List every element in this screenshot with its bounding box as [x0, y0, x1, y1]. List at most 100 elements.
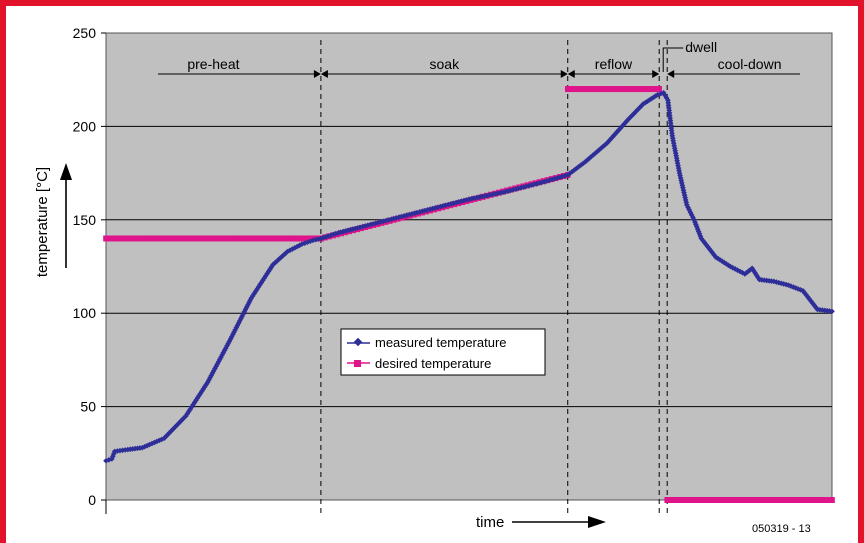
phase-arrow-head	[560, 70, 568, 78]
desired-point	[212, 235, 219, 242]
desired-point	[301, 235, 307, 242]
plot-area	[105, 32, 833, 501]
desired-point	[698, 497, 704, 503]
desired-point	[284, 235, 290, 242]
desired-point	[145, 235, 151, 242]
desired-point	[254, 235, 261, 242]
desired-point	[128, 235, 135, 242]
desired-point	[598, 86, 604, 93]
desired-point	[225, 235, 231, 242]
desired-point	[305, 235, 312, 242]
desired-segment	[564, 86, 663, 93]
desired-point	[187, 235, 194, 242]
measured-series	[103, 89, 835, 464]
y-tick-label: 150	[73, 212, 97, 228]
phase-label-reflow: reflow	[595, 56, 633, 72]
desired-point	[153, 235, 160, 242]
desired-point	[672, 497, 679, 503]
desired-point	[631, 86, 638, 93]
desired-point	[744, 497, 751, 503]
x-axis-arrow-head	[588, 516, 606, 528]
desired-point	[170, 235, 177, 242]
desired-point	[271, 235, 278, 242]
desired-point	[297, 235, 303, 242]
y-axis-ticks: 0 50 100 150 200 250	[73, 25, 106, 508]
phase-arrow-head	[313, 70, 321, 78]
desired-point	[221, 235, 227, 242]
dwell-pointer	[662, 47, 684, 72]
desired-point	[808, 497, 814, 503]
y-tick-label: 250	[73, 25, 97, 41]
desired-point	[233, 235, 240, 242]
desired-point	[824, 497, 831, 503]
y-tick-label: 200	[73, 118, 97, 134]
desired-point	[250, 235, 257, 242]
desired-point	[115, 235, 122, 242]
desired-point	[727, 497, 734, 503]
phase-arrow-head	[667, 70, 675, 78]
x-axis-title: time	[476, 514, 606, 531]
desired-point	[191, 235, 198, 242]
desired-point	[812, 497, 818, 503]
grid-lines	[106, 125, 832, 408]
desired-point	[799, 497, 806, 503]
desired-point	[757, 497, 763, 503]
desired-point	[124, 235, 130, 242]
desired-point	[648, 86, 654, 93]
desired-point	[639, 86, 646, 93]
desired-point	[229, 235, 236, 242]
desired-point	[614, 86, 621, 93]
desired-point	[740, 497, 747, 503]
phase-label-dwell: dwell	[685, 39, 717, 55]
desired-point	[677, 497, 683, 503]
desired-point	[292, 235, 299, 242]
phase-arrow-head	[652, 70, 660, 78]
desired-point	[623, 86, 629, 93]
desired-point	[195, 235, 202, 242]
desired-point	[589, 86, 596, 93]
figure-id: 050319 - 13	[752, 523, 811, 535]
desired-point	[111, 235, 118, 242]
measured-point	[829, 308, 835, 315]
y-tick-label: 0	[88, 492, 96, 508]
desired-point	[267, 235, 274, 242]
phase-label-pre-heat: pre-heat	[187, 56, 239, 72]
phase-label-bg	[424, 58, 465, 72]
desired-point	[564, 86, 571, 93]
desired-segment	[664, 497, 835, 503]
desired-point	[618, 86, 625, 93]
desired-point	[242, 235, 248, 242]
desired-point	[795, 497, 801, 503]
desired-point	[120, 235, 126, 242]
desired-point	[573, 86, 579, 93]
data-series	[103, 86, 835, 503]
desired-point	[166, 235, 173, 242]
desired-point	[753, 497, 759, 503]
legend-box	[340, 328, 546, 376]
desired-point	[816, 497, 823, 503]
desired-point	[668, 497, 675, 503]
phase-label-bg	[585, 58, 642, 72]
desired-point	[829, 497, 835, 503]
desired-point	[706, 497, 713, 503]
desired-point	[736, 497, 742, 503]
desired-segment	[103, 235, 324, 242]
phase-arrow-head	[320, 70, 328, 78]
desired-point	[136, 235, 143, 242]
desired-point	[174, 235, 181, 242]
desired-point	[635, 86, 642, 93]
desired-point	[685, 497, 692, 503]
desired-point	[288, 235, 295, 242]
desired-point	[275, 235, 282, 242]
desired-point	[693, 497, 700, 503]
desired-point	[162, 235, 168, 242]
desired-point	[577, 86, 584, 93]
desired-point	[149, 235, 156, 242]
desired-point	[786, 497, 793, 503]
desired-point	[702, 497, 709, 503]
desired-point	[107, 235, 114, 242]
desired-point	[594, 86, 600, 93]
legend-label-desired: desired temperature	[375, 356, 491, 371]
legend-marker-measured	[353, 337, 363, 347]
